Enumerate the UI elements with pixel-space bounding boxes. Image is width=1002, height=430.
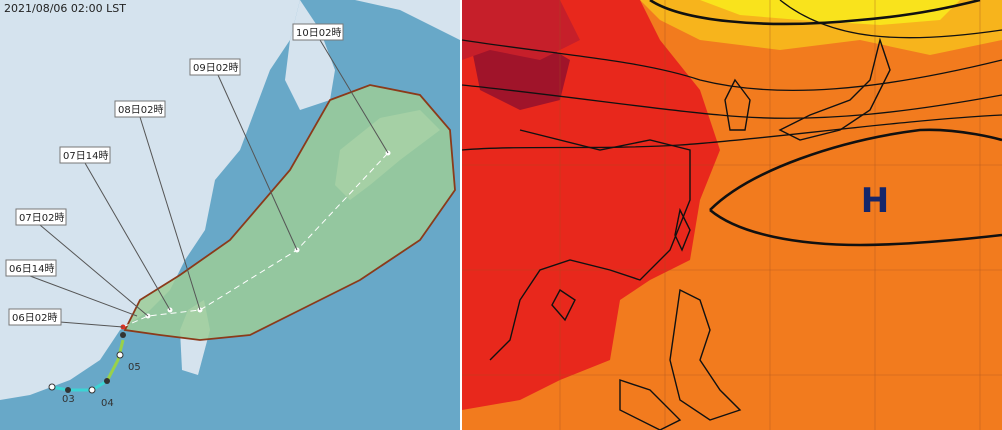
track-point [120,332,126,338]
label-box [59,146,111,164]
track-point [104,378,110,384]
leader-line [29,275,138,317]
forecast-label: 07日14時 [63,150,108,162]
label-box [5,259,57,277]
forecast-label: 07日02時 [19,212,64,224]
track-label: 05 [128,362,141,373]
high-pressure-label: H [861,181,889,221]
north-land [355,0,460,40]
grid [462,0,1002,430]
leader-lines [29,39,389,328]
dark-red-zone [462,0,580,60]
track-point [88,386,96,394]
track-label: 04 [101,398,114,409]
pressure-map: H [461,0,1002,430]
leader-line [84,162,171,311]
forecast-label: 10日02時 [296,27,341,39]
forecast-label: 09日02時 [193,62,238,74]
track-point [116,351,124,359]
forecast-cone [123,84,456,341]
label-box [8,308,62,326]
mainland [0,0,300,400]
past-track-recent [105,339,125,382]
leader-line [59,321,124,328]
forecast-label: 06日14時 [9,263,54,275]
label-box [15,208,67,226]
track-point [48,383,56,391]
contours [461,0,1002,247]
leader-line [39,224,149,317]
track-point [65,387,71,393]
yellow-zone [700,0,960,25]
timestamp: 2021/08/06 02:00 LST [4,2,126,15]
label-box [114,100,166,118]
leader-line [319,39,389,154]
leader-line [217,74,298,251]
forecast-label: 08日02時 [118,104,163,116]
forecast-label: 06日02時 [12,312,57,324]
coastlines [489,37,891,430]
label-box [189,58,241,76]
leader-line [139,116,201,311]
typhoon-map: 2021/08/06 02:00 LST 10日02時 09日02時 08日02… [0,0,460,430]
label-box [292,23,344,41]
track-label: 03 [62,394,75,405]
